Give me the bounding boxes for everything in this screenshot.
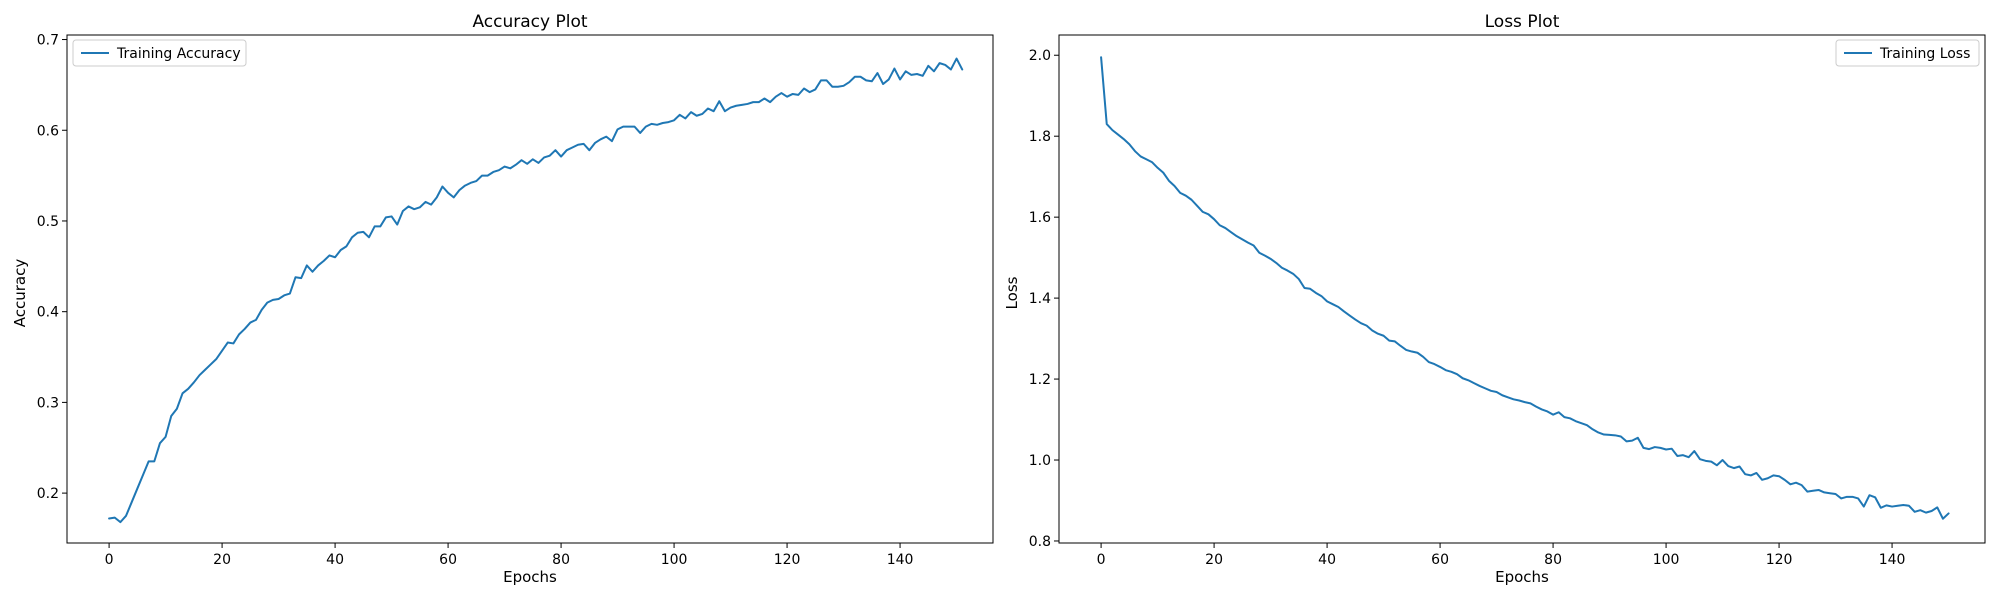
accuracy-y-tick-label: 0.7 [37,33,59,49]
accuracy-x-axis-label: Epochs [503,568,557,586]
loss-x-tick-label: 100 [1653,552,1680,568]
accuracy-x-tick-label: 100 [661,552,688,568]
accuracy-legend-box [72,39,247,67]
loss-legend-label: Training Loss [1879,46,1970,62]
accuracy-y-tick-label: 0.6 [37,123,59,139]
loss-chart: Loss Plot Epochs Loss 0 20 40 60 80 100 120 140… [1003,12,1986,586]
loss-chart-title: Loss Plot [1485,12,1560,32]
accuracy-y-tick-label: 0.4 [37,305,59,321]
accuracy-y-tick-label: 0.5 [37,214,59,230]
accuracy-chart-title: Accuracy Plot [472,12,587,32]
accuracy-legend-label: Training Accuracy [116,46,241,62]
loss-x-tick-label: 60 [1431,552,1449,568]
loss-y-tick-label: 1.6 [1029,210,1051,226]
loss-y-tick-label: 1.2 [1029,372,1051,388]
loss-legend-box [1835,39,1980,67]
accuracy-x-tick-label: 80 [552,552,570,568]
loss-x-tick-label: 120 [1766,552,1793,568]
loss-axes-frame [1058,34,1986,544]
loss-series-line-0 [1100,56,1950,520]
accuracy-x-tick-label: 40 [326,552,344,568]
loss-x-tick-label: 40 [1318,552,1336,568]
loss-legend: Training Loss [1835,39,1980,67]
accuracy-legend: Training Accuracy [72,39,247,67]
accuracy-series-line-0 [108,57,964,524]
loss-x-tick-label: 20 [1205,552,1223,568]
accuracy-x-tick-label: 0 [105,552,114,568]
loss-x-axis-label: Epochs [1495,568,1549,586]
accuracy-axes-frame [66,34,994,544]
accuracy-y-tick-label: 0.2 [37,486,59,502]
loss-y-axis-label: Loss [1003,276,1021,309]
accuracy-x-tick-label: 20 [213,552,231,568]
loss-y-tick-label: 0.8 [1029,534,1051,550]
loss-y-tick-label: 2.0 [1029,48,1051,64]
loss-y-tick-label: 1.4 [1029,291,1051,307]
loss-y-tick-label: 1.8 [1029,129,1051,145]
loss-y-tick-label: 1.0 [1029,453,1051,469]
loss-x-tick-label: 80 [1544,552,1562,568]
accuracy-y-axis-label: Accuracy [11,259,29,328]
loss-x-tick-label: 140 [1879,552,1906,568]
accuracy-x-tick-label: 60 [439,552,457,568]
accuracy-chart: Accuracy Plot Epochs Accuracy 0 20 40 60 80 1… [11,12,994,586]
accuracy-x-tick-label: 120 [774,552,801,568]
accuracy-y-tick-label: 0.3 [37,395,59,411]
loss-x-tick-label: 0 [1097,552,1106,568]
accuracy-x-tick-label: 140 [887,552,914,568]
